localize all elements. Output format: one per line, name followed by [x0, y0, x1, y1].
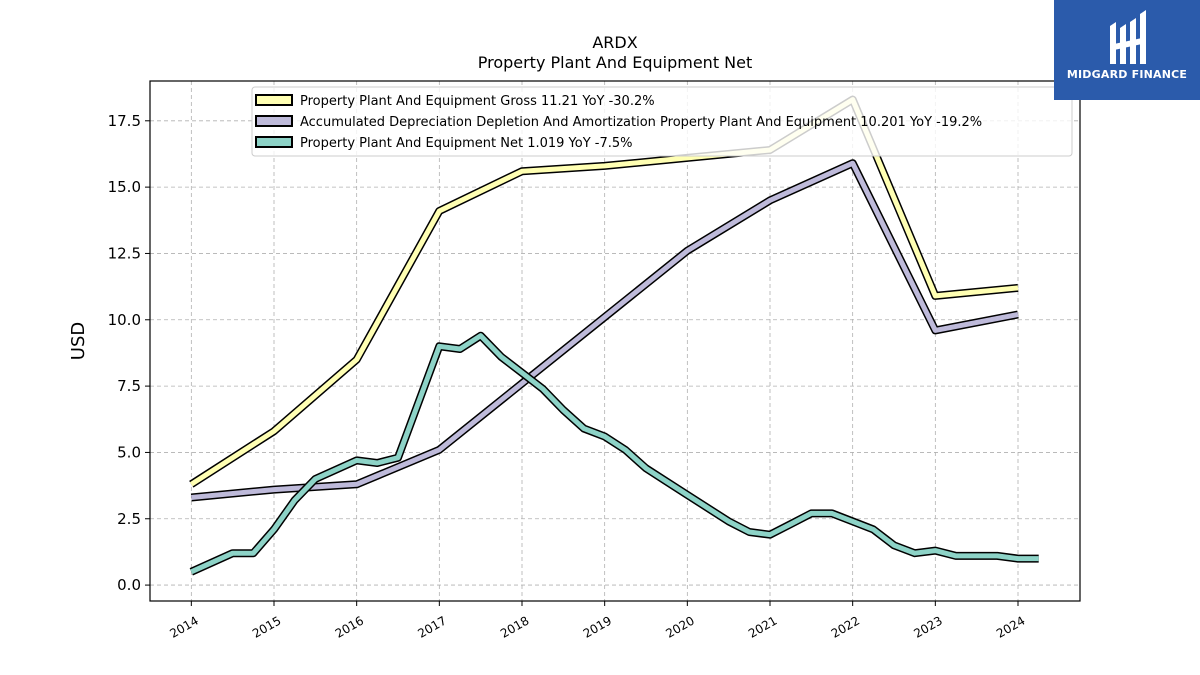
- x-tick-label: 2019: [581, 613, 614, 640]
- y-tick-label: 17.5: [108, 112, 141, 130]
- logo-mark-icon: [1110, 10, 1146, 64]
- y-tick-label: 2.5: [117, 510, 141, 528]
- legend-box: [251, 86, 1073, 157]
- legend: Property Plant And Equipment Gross 11.21…: [251, 86, 1073, 157]
- x-tick-label: 2024: [994, 613, 1027, 640]
- x-tick-label: 2022: [829, 613, 862, 640]
- legend-entry: Property Plant And Equipment Gross 11.21…: [300, 94, 655, 109]
- legend-entry: Accumulated Depreciation Depletion And A…: [300, 115, 982, 130]
- x-tick-label: 2016: [333, 613, 366, 640]
- chart-title: ARDX: [592, 33, 637, 52]
- legend-swatch: [255, 115, 293, 127]
- midgard-finance-logo: MIDGARD FINANCE: [1054, 0, 1200, 100]
- y-tick-label: 12.5: [108, 244, 141, 262]
- legend-swatch: [255, 136, 293, 148]
- series-line: [191, 160, 1019, 500]
- x-tick-label: 2020: [663, 613, 696, 640]
- y-tick-label: 5.0: [117, 443, 141, 461]
- plot-frame: [149, 80, 1081, 602]
- series-line: [189, 97, 1019, 487]
- y-tick-label: 7.5: [117, 377, 141, 395]
- x-tick-label: 2018: [498, 613, 531, 640]
- y-axis: 0.0 2.5 5.0 7.5 10.0 12.5 15.0 17.5: [108, 112, 150, 594]
- chart-subtitle: Property Plant And Equipment Net: [478, 53, 753, 72]
- legend-swatch: [255, 94, 293, 106]
- logo-text: MIDGARD FINANCE: [1066, 68, 1188, 81]
- x-tick-label: 2023: [911, 613, 944, 640]
- x-tick-label: 2015: [250, 613, 283, 640]
- series-lines: [189, 95, 1039, 576]
- y-tick-label: 15.0: [108, 178, 141, 196]
- grid-lines: [150, 81, 1080, 601]
- y-axis-label: USD: [68, 322, 89, 360]
- x-tick-label: 2021: [746, 613, 779, 640]
- y-tick-label: 0.0: [117, 576, 141, 594]
- legend-entry: Property Plant And Equipment Net 1.019 Y…: [300, 136, 633, 151]
- x-axis: 2014 2015 2016 2017 2018 2019 2020 2021 2022 2023…: [167, 601, 1028, 641]
- x-tick-label: 2014: [167, 613, 200, 640]
- series-outline: [189, 331, 1039, 576]
- x-tick-label: 2017: [415, 613, 448, 640]
- y-tick-label: 10.0: [108, 311, 141, 329]
- series-line: [190, 333, 1039, 575]
